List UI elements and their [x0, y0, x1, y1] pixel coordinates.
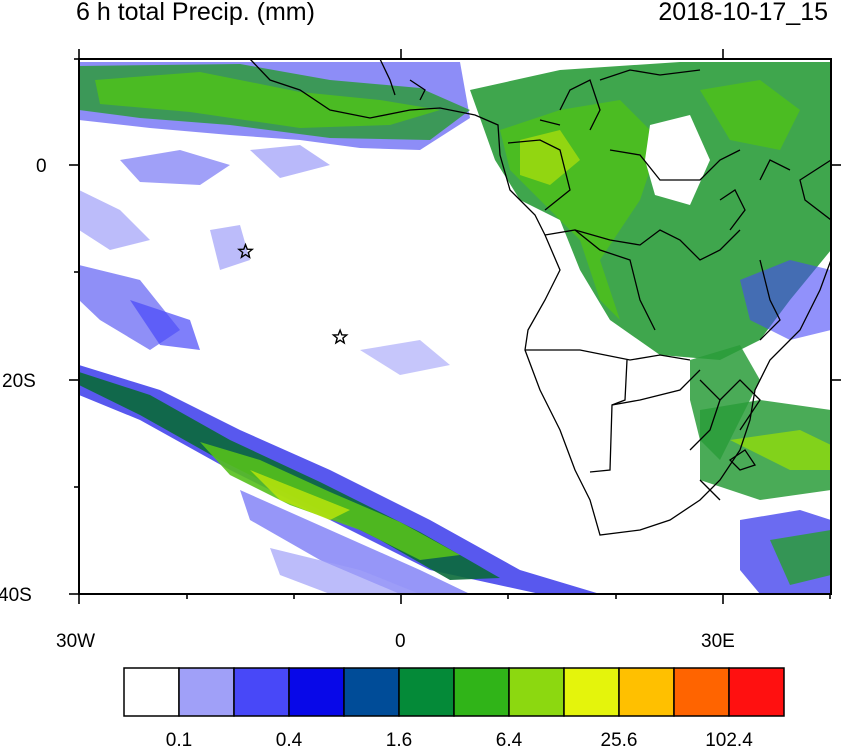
itcz-band — [79, 62, 470, 185]
lat-label-20s: 20S — [2, 371, 36, 392]
colorbar-box-8 — [563, 667, 620, 717]
valid-time: 2018-10-17_15 — [658, 0, 828, 26]
star-marker-2 — [331, 328, 349, 345]
colorbar-box-3 — [288, 667, 345, 717]
se-africa-convection — [690, 345, 831, 594]
frontal-band — [79, 365, 600, 594]
lat-label-0: 0 — [36, 156, 47, 177]
colorbar-box-4 — [343, 667, 400, 717]
colorbar-label-4: 25.6 — [601, 730, 638, 750]
colorbar-label-2: 1.6 — [386, 730, 412, 750]
colorbar-box-2 — [233, 667, 290, 717]
precip-field — [79, 59, 831, 594]
map-title: 6 h total Precip. (mm) — [76, 0, 315, 26]
lat-label-40s: 40S — [0, 585, 32, 606]
coastlines — [249, 59, 831, 536]
lon-label-30w: 30W — [56, 631, 95, 652]
colorbar-label-0: 0.1 — [166, 730, 192, 750]
colorbar-box-11 — [728, 667, 785, 717]
colorbar-box-7 — [508, 667, 565, 717]
lon-label-0: 0 — [395, 631, 406, 652]
colorbar-label-5: 102.4 — [705, 730, 753, 750]
colorbar-label-3: 6.4 — [496, 730, 523, 750]
star-marker-1 — [237, 242, 255, 259]
drizzle-west — [79, 190, 450, 375]
map-frame — [78, 58, 832, 595]
colorbar: 0.1 0.4 1.6 6.4 25.6 102.4 — [123, 667, 785, 750]
colorbar-label-1: 0.4 — [276, 730, 303, 750]
colorbar-box-1 — [178, 667, 235, 717]
site-markers — [237, 242, 349, 345]
colorbar-box-0 — [123, 667, 180, 717]
colorbar-box-10 — [673, 667, 730, 717]
lon-label-30e: 30E — [701, 631, 735, 652]
colorbar-box-5 — [398, 667, 455, 717]
colorbar-box-9 — [618, 667, 675, 717]
colorbar-box-6 — [453, 667, 510, 717]
africa-convection — [470, 62, 831, 360]
axis-ticks — [69, 49, 841, 604]
